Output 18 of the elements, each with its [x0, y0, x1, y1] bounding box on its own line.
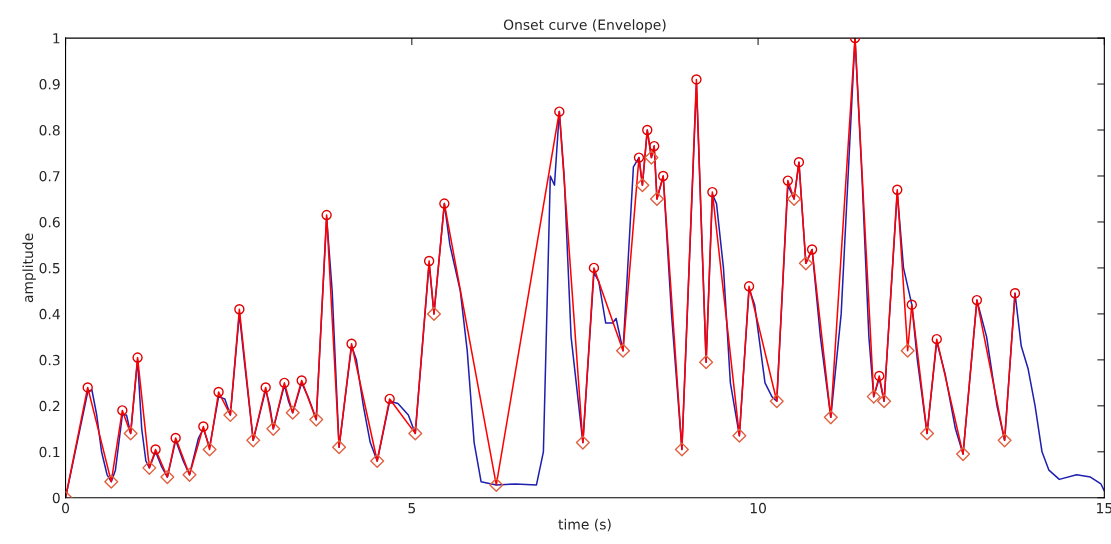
y-tick-label: 0.6: [39, 216, 60, 228]
y-tick-label: 0.7: [39, 170, 60, 182]
x-axis-title: time (s): [558, 518, 611, 532]
y-tick-label: 0.1: [39, 446, 60, 458]
x-tick-label: 10: [750, 502, 766, 514]
y-tick-label: 0.9: [39, 79, 60, 90]
x-tick-label: 5: [408, 503, 416, 514]
chart-title: Onset curve (Envelope): [503, 19, 666, 33]
y-tick-label: 0: [52, 492, 60, 504]
x-tick-label: 15: [1097, 503, 1111, 514]
y-tick-label: 0.4: [39, 308, 60, 320]
y-tick-label: 0.3: [39, 354, 60, 366]
y-tick-label: 0.5: [39, 262, 60, 274]
x-tick-label: 0: [62, 502, 70, 514]
y-axis-title: amplitude: [22, 233, 36, 303]
y-tick-label: 1: [53, 33, 60, 44]
y-tick-label: 0.2: [39, 400, 60, 412]
y-tick-label: 0.8: [39, 124, 60, 136]
